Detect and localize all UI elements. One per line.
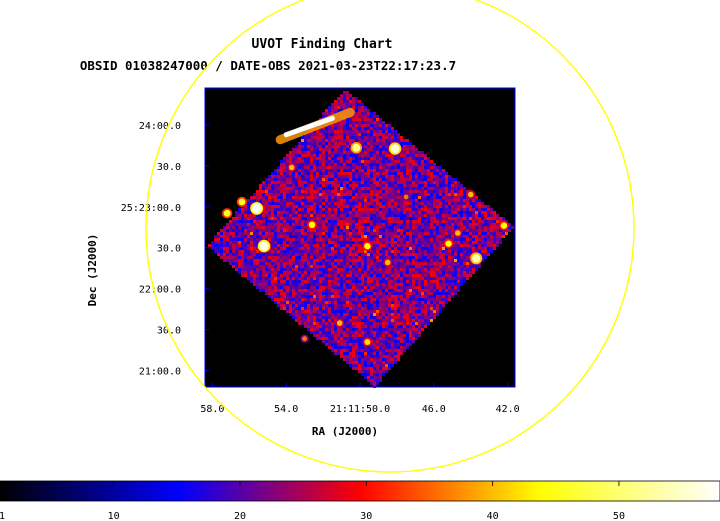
point-source [445,240,452,247]
y-tick-label: 22:00.0 [139,285,181,296]
x-axis-ticks: 58.0 54.0 21:11:50.0 46.0 42.0 [200,383,520,415]
x-tick-label: 21:11:50.0 [330,404,390,415]
colorbar-tick-label: 50 [613,511,625,521]
bright-streak [283,115,335,138]
uvot-image [208,91,514,388]
y-axis-label: Dec (J2000) [86,234,99,307]
chart-subtitle: OBSID 01038247000 / DATE-OBS 2021-03-23T… [80,58,456,73]
point-source [364,242,371,250]
point-source [336,320,343,326]
colorbar-tick-label: 30 [360,511,372,521]
y-tick-label: 21:00.0 [139,367,181,378]
colorbar-tick-label: 20 [234,511,246,521]
point-source [467,191,474,198]
x-axis-label: RA (J2000) [312,425,378,438]
point-source [259,241,269,251]
y-tick-label: 30.0 [157,244,181,255]
x-tick-label: 58.0 [200,404,224,415]
point-source [384,259,391,266]
point-source [308,221,316,229]
colorbar-tick-label: 1 [0,511,5,521]
point-source [352,143,361,152]
point-source [454,230,461,236]
x-tick-label: 42.0 [496,404,520,415]
colorbar [0,480,720,502]
y-tick-label: 25:23:00.0 [121,203,181,214]
chart-title: UVOT Finding Chart [252,37,393,52]
y-tick-label: 30.0 [157,162,181,173]
point-source [472,254,481,263]
point-source [500,222,508,229]
colorbar-ticks: 1 10 20 30 40 50 [0,481,625,521]
fov-circle [145,0,635,473]
point-source [390,144,400,154]
point-source [223,209,231,217]
point-source [403,194,409,200]
point-source [302,336,308,342]
y-axis-ticks: 24:00.030.025:23:00.030.022:00.030.021:0… [121,121,209,378]
x-tick-label: 46.0 [422,404,446,415]
point-source [364,338,371,345]
colorbar-tick-label: 10 [108,511,120,521]
point-source [288,164,295,171]
point-source [252,203,262,214]
x-tick-label: 54.0 [274,404,298,415]
point-source [238,198,246,206]
colorbar-tick-label: 40 [487,511,499,521]
y-tick-label: 24:00.0 [139,121,181,132]
